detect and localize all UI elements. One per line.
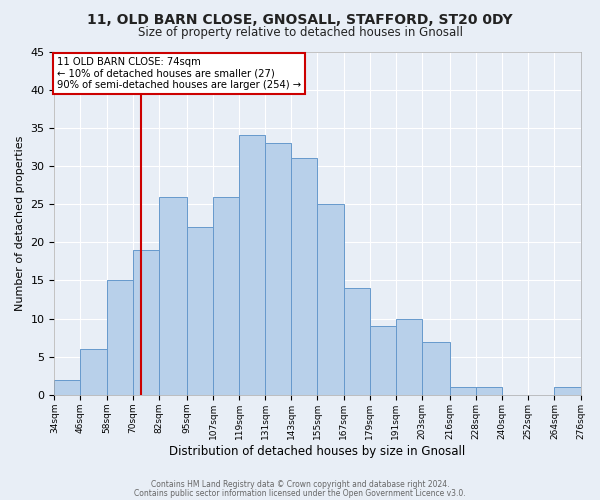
Text: Contains HM Land Registry data © Crown copyright and database right 2024.: Contains HM Land Registry data © Crown c… [151, 480, 449, 489]
Text: Contains public sector information licensed under the Open Government Licence v3: Contains public sector information licen… [134, 488, 466, 498]
Bar [476, 388, 502, 395]
Bar [554, 388, 581, 395]
Bar [213, 196, 239, 395]
Text: 11 OLD BARN CLOSE: 74sqm
← 10% of detached houses are smaller (27)
90% of semi-d: 11 OLD BARN CLOSE: 74sqm ← 10% of detach… [57, 56, 301, 90]
Bar [107, 280, 133, 395]
Bar [370, 326, 396, 395]
Bar [396, 318, 422, 395]
Bar [133, 250, 159, 395]
Bar [80, 349, 107, 395]
Bar [344, 288, 370, 395]
Bar [422, 342, 450, 395]
Bar [450, 388, 476, 395]
Bar [187, 227, 213, 395]
Text: 11, OLD BARN CLOSE, GNOSALL, STAFFORD, ST20 0DY: 11, OLD BARN CLOSE, GNOSALL, STAFFORD, S… [87, 12, 513, 26]
Bar [265, 143, 292, 395]
Y-axis label: Number of detached properties: Number of detached properties [15, 136, 25, 311]
Bar [55, 380, 80, 395]
X-axis label: Distribution of detached houses by size in Gnosall: Distribution of detached houses by size … [169, 444, 466, 458]
Text: Size of property relative to detached houses in Gnosall: Size of property relative to detached ho… [137, 26, 463, 39]
Bar [317, 204, 344, 395]
Bar [239, 136, 265, 395]
Bar [292, 158, 317, 395]
Bar [159, 196, 187, 395]
